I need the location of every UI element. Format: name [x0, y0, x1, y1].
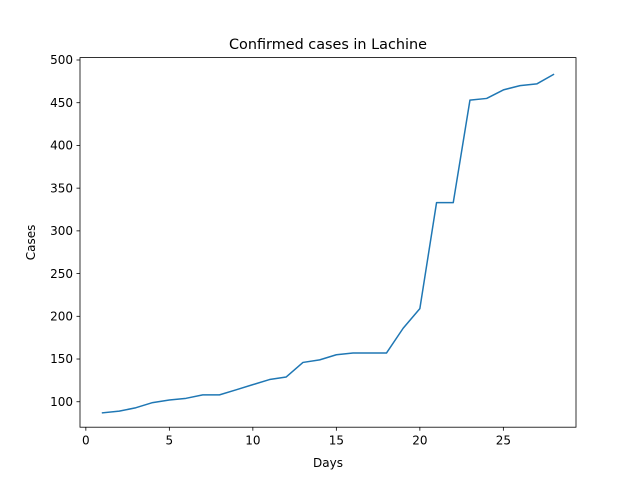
y-axis-label: Cases: [24, 225, 38, 261]
plot-area: [80, 57, 576, 428]
x-tick-label: 15: [329, 434, 344, 448]
plot-frame: [79, 57, 577, 428]
x-tick-label: 10: [245, 434, 260, 448]
ticks-layer: 0 5 10 15 20 25 100 150 200 250 300 350 400 450 500: [50, 53, 511, 448]
y-tick-label: 450: [50, 96, 73, 110]
y-tick-label: 300: [50, 224, 73, 238]
y-tick-label: 150: [50, 352, 73, 366]
chart-title: Confirmed cases in Lachine: [229, 37, 427, 53]
x-tick-label: 25: [496, 434, 511, 448]
x-tick-label: 20: [412, 434, 427, 448]
x-axis-label: Days: [313, 456, 343, 470]
y-tick-label: 500: [50, 53, 73, 67]
data-layer: [101, 73, 555, 414]
y-tick-label: 100: [50, 395, 73, 409]
series-line-0: [101, 73, 555, 414]
x-tick-label: 5: [166, 434, 174, 448]
y-tick-label: 400: [50, 139, 73, 153]
y-tick-label: 200: [50, 310, 73, 324]
x-tick-label: 0: [82, 434, 90, 448]
y-tick-label: 350: [50, 181, 73, 195]
y-tick-label: 250: [50, 267, 73, 281]
